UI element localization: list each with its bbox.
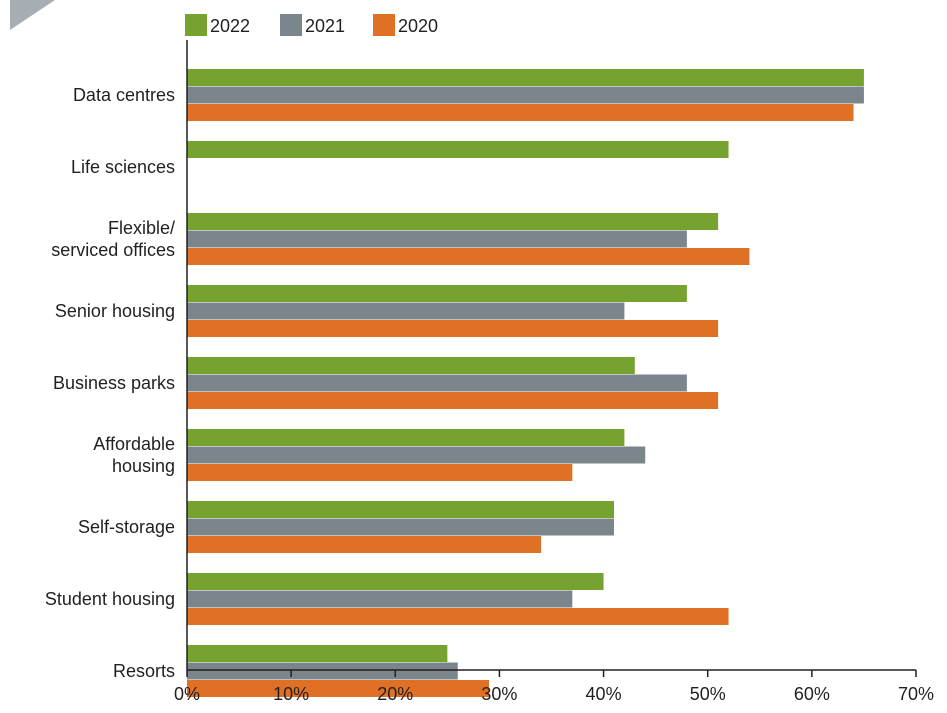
category-label-resorts: Resorts [113, 661, 175, 681]
bar-self-storage-2020 [187, 536, 542, 553]
x-tick-label-20: 20% [377, 684, 413, 704]
x-tick-label-60: 60% [794, 684, 830, 704]
bar-affordable-housing-2022 [187, 429, 625, 446]
bar-student-housing-2022 [187, 573, 604, 590]
category-label-student-housing: Student housing [45, 589, 175, 609]
x-axis-ticks: 0% 10% 20% 30% 40% 50% 60% 70% [174, 670, 934, 704]
bar-business-parks-2022 [187, 357, 635, 374]
bar-data-centres-2020 [187, 104, 854, 121]
bar-flexible-serviced-offices-2020 [187, 248, 750, 265]
category-labels: Data centres Life sciences Flexible/servic… [45, 85, 175, 681]
x-tick-label-50: 50% [690, 684, 726, 704]
bars-group [187, 69, 864, 697]
bar-resorts-2020 [187, 680, 490, 697]
bar-affordable-housing-2020 [187, 464, 573, 481]
bar-resorts-2021 [187, 662, 458, 680]
bar-senior-housing-2022 [187, 285, 687, 302]
bar-affordable-housing-2021 [187, 446, 646, 464]
bar-data-centres-2021 [187, 86, 864, 104]
bar-self-storage-2022 [187, 501, 614, 518]
category-label-flexible-serviced-offices-1: Flexible/ [108, 218, 175, 238]
bar-life-sciences-2022 [187, 141, 729, 158]
legend-label-2020: 2020 [398, 16, 438, 36]
bar-student-housing-2021 [187, 590, 573, 608]
legend-label-2021: 2021 [305, 16, 345, 36]
bar-self-storage-2021 [187, 518, 614, 536]
bar-flexible-serviced-offices-2022 [187, 213, 719, 230]
category-label-self-storage: Self-storage [78, 517, 175, 537]
legend-label-2022: 2022 [210, 16, 250, 36]
x-tick-label-70: 70% [898, 684, 934, 704]
x-tick-label-10: 10% [273, 684, 309, 704]
category-label-business-parks: Business parks [53, 373, 175, 393]
category-label-data-centres: Data centres [73, 85, 175, 105]
category-label-affordable-housing-2: housing [112, 456, 175, 476]
bar-resorts-2022 [187, 645, 448, 662]
bar-senior-housing-2020 [187, 320, 719, 337]
legend: 2022 2021 2020 [185, 14, 438, 36]
bar-data-centres-2022 [187, 69, 864, 86]
bar-business-parks-2021 [187, 374, 687, 392]
corner-decoration [10, 0, 55, 30]
bar-senior-housing-2021 [187, 302, 625, 320]
x-tick-label-0: 0% [174, 684, 200, 704]
bar-business-parks-2020 [187, 392, 719, 409]
legend-swatch-2020 [373, 14, 395, 36]
category-label-senior-housing: Senior housing [55, 301, 175, 321]
category-label-life-sciences: Life sciences [71, 157, 175, 177]
bar-student-housing-2020 [187, 608, 729, 625]
category-label-affordable-housing-1: Affordable [93, 434, 175, 454]
x-tick-label-30: 30% [481, 684, 517, 704]
legend-swatch-2021 [280, 14, 302, 36]
category-label-flexible-serviced-offices-2: serviced offices [51, 240, 175, 260]
x-tick-label-40: 40% [586, 684, 622, 704]
legend-swatch-2022 [185, 14, 207, 36]
bar-flexible-serviced-offices-2021 [187, 230, 687, 248]
